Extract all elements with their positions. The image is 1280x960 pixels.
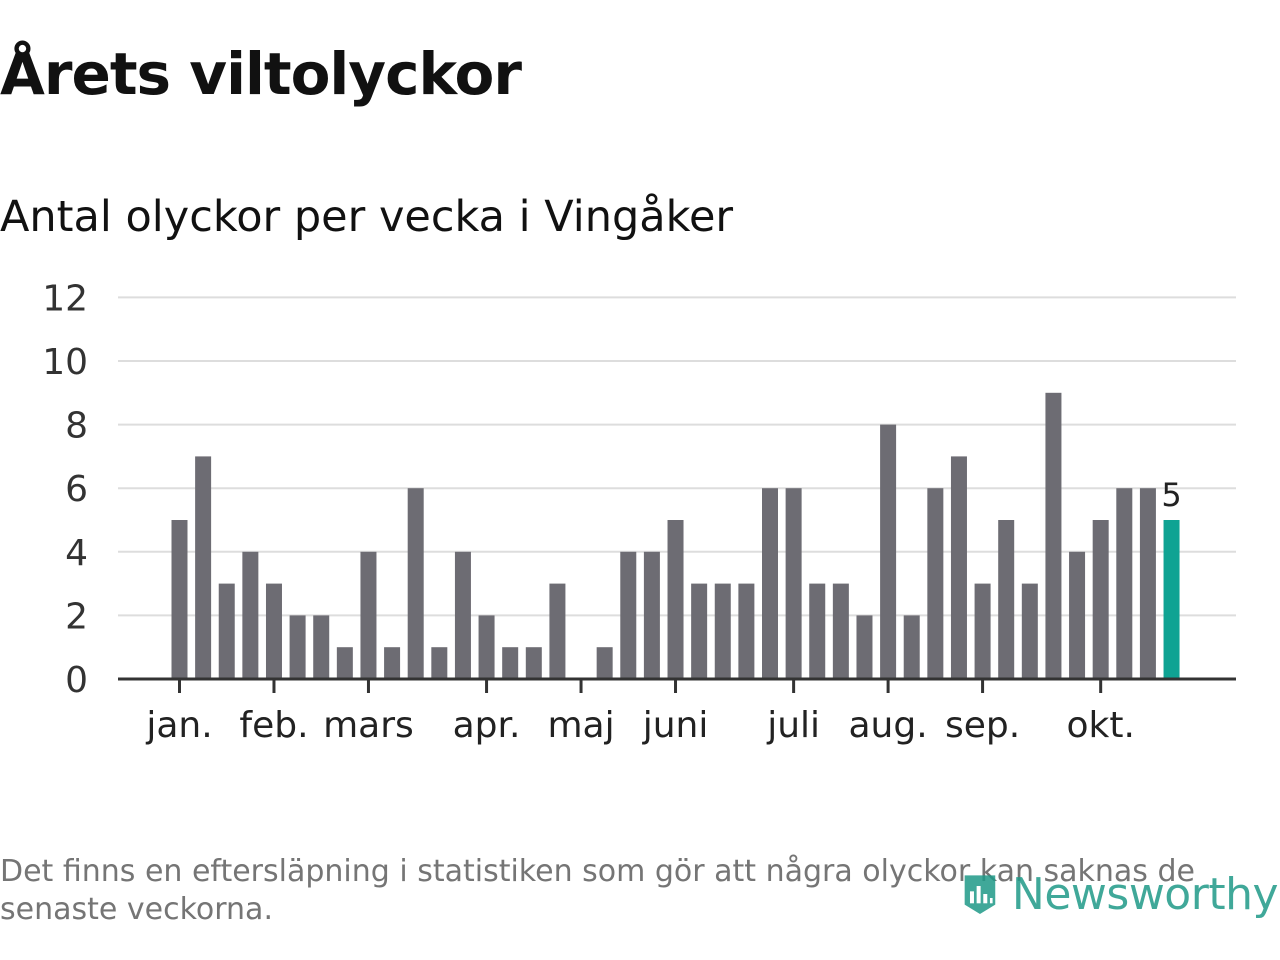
- bar: [809, 583, 826, 679]
- bar: [1021, 583, 1038, 679]
- bar: [265, 583, 282, 679]
- bar: [478, 615, 495, 679]
- y-tick-label: 4: [65, 533, 88, 574]
- bar: [1045, 392, 1062, 679]
- bar: [856, 615, 873, 679]
- bar: [998, 520, 1015, 679]
- y-tick-label: 12: [42, 278, 88, 319]
- bar: [431, 647, 448, 679]
- y-tick-label: 8: [65, 406, 88, 447]
- x-tick-label: okt.: [1066, 705, 1134, 746]
- x-tick-label: juli: [766, 705, 820, 746]
- x-tick-label: apr.: [453, 705, 521, 746]
- x-tick-label: jan.: [145, 705, 212, 746]
- bar: [620, 551, 637, 679]
- bar: [785, 488, 802, 679]
- bar: [927, 488, 944, 679]
- bar: [643, 551, 660, 679]
- bar: [691, 583, 708, 679]
- bar: [832, 583, 849, 679]
- bar: [242, 551, 259, 679]
- bar: [880, 424, 897, 679]
- bar: [738, 583, 755, 679]
- bar: [384, 647, 401, 679]
- x-tick-label: sep.: [945, 705, 1020, 746]
- value-labels: 5: [1161, 476, 1181, 514]
- bar: [289, 615, 306, 679]
- bar: [549, 583, 566, 679]
- y-tick-label: 6: [65, 469, 88, 510]
- y-axis-ticks: 0 2 4 6 8 10 12: [42, 278, 88, 701]
- chart-subtitle: Antal olyckor per vecka i Vingåker: [0, 192, 734, 242]
- bars: [171, 392, 1180, 679]
- y-tick-label: 0: [65, 660, 88, 701]
- bar: [336, 647, 353, 679]
- bar: [218, 583, 235, 679]
- bar: [407, 488, 424, 679]
- bar: [502, 647, 519, 679]
- bar: [714, 583, 731, 679]
- bar: [454, 551, 471, 679]
- x-tick-label: mars: [323, 705, 414, 746]
- y-tick-label: 2: [65, 596, 88, 637]
- bar: [667, 520, 684, 679]
- bar: [525, 647, 542, 679]
- bar: [313, 615, 330, 679]
- bar: [596, 647, 613, 679]
- bar: [762, 488, 778, 679]
- bar: [195, 456, 212, 679]
- bar: [974, 583, 991, 679]
- footnote: Det finns en eftersläpning i statistiken…: [0, 854, 1195, 927]
- bar: [360, 551, 377, 679]
- bar: [903, 615, 920, 679]
- bar: [1069, 551, 1086, 679]
- bar: [950, 456, 967, 679]
- bar-chart: 0 2 4 6 8 10 12 jan. feb. mars apr. maj juni juli aug…: [42, 278, 1236, 746]
- newsworthy-logo-icon: [964, 875, 996, 914]
- bar: [171, 520, 188, 679]
- brand-name: Newsworthy: [1011, 868, 1279, 920]
- chart-title: Årets viltolyckor: [0, 40, 522, 108]
- x-tick-label: aug.: [849, 705, 928, 746]
- x-axis-ticks: jan. feb. mars apr. maj juni juli aug. sep. okt.: [145, 679, 1135, 746]
- x-tick-label: maj: [547, 705, 614, 746]
- x-tick-label: juni: [642, 705, 709, 746]
- bar: [1139, 488, 1156, 679]
- bar: [1092, 520, 1109, 679]
- bar-highlight: [1163, 520, 1180, 679]
- bar: [1116, 488, 1133, 679]
- x-tick-label: feb.: [239, 705, 308, 746]
- bar-value-label: 5: [1161, 476, 1181, 514]
- y-tick-label: 10: [42, 342, 88, 383]
- brand-logo: Newsworthy: [962, 858, 1279, 930]
